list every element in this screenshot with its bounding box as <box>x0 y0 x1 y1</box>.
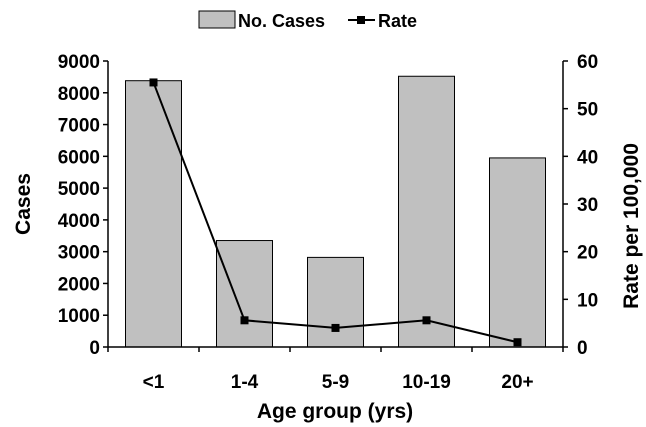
rate-point-3 <box>422 316 431 325</box>
left-tick-label-0: 0 <box>89 338 100 359</box>
right-tick-label-6: 60 <box>577 52 598 73</box>
right-ticks: 0 10 20 30 40 50 60 <box>563 52 598 359</box>
x-tick-label-2: 5-9 <box>322 372 349 393</box>
right-tick-label-1: 10 <box>577 290 598 311</box>
left-ticks: 0 1000 2000 3000 4000 5000 6000 7000 8000 9000 <box>58 52 108 359</box>
right-tick-label-0: 0 <box>577 338 588 359</box>
left-tick-label-2: 2000 <box>58 274 100 295</box>
y-axis-title: Cases <box>12 173 35 235</box>
x-tick-label-0: <1 <box>143 372 165 393</box>
y2-axis-title: Rate per 100,000 <box>620 143 643 309</box>
rate-line <box>149 78 522 347</box>
left-tick-label-4: 4000 <box>58 211 100 232</box>
rate-point-4 <box>513 338 522 347</box>
left-tick-label-1: 1000 <box>58 306 100 327</box>
x-tick-label-4: 20+ <box>501 372 533 393</box>
right-tick-label-4: 40 <box>577 147 598 168</box>
bars <box>125 75 546 348</box>
left-tick-label-6: 6000 <box>58 147 100 168</box>
x-ticks: <1 1-4 5-9 10-19 20+ <box>107 347 564 393</box>
left-tick-label-9: 9000 <box>58 52 100 73</box>
rate-point-2 <box>331 323 340 332</box>
right-tick-label-2: 20 <box>577 243 598 264</box>
bar-0 <box>125 80 182 348</box>
right-tick-label-3: 30 <box>577 195 598 216</box>
left-tick-label-3: 3000 <box>58 243 100 264</box>
x-tick-label-1: 1-4 <box>231 372 259 393</box>
x-tick-label-3: 10-19 <box>402 372 451 393</box>
left-tick-label-7: 7000 <box>58 116 100 137</box>
legend: No. Cases Rate <box>198 10 417 31</box>
legend-label-rate: Rate <box>378 11 417 31</box>
bar-1 <box>216 240 273 348</box>
rate-point-1 <box>240 316 249 325</box>
legend-marker-rate <box>357 16 365 24</box>
rate-point-0 <box>149 78 158 87</box>
right-tick-label-5: 50 <box>577 100 598 121</box>
bar-2 <box>307 256 364 348</box>
bar-3 <box>398 75 455 348</box>
left-tick-label-8: 8000 <box>58 84 100 105</box>
bar-4 <box>489 157 546 348</box>
left-tick-label-5: 5000 <box>58 179 100 200</box>
legend-label-cases: No. Cases <box>238 11 325 31</box>
x-axis-title: Age group (yrs) <box>257 400 413 423</box>
legend-swatch-cases <box>198 10 236 29</box>
